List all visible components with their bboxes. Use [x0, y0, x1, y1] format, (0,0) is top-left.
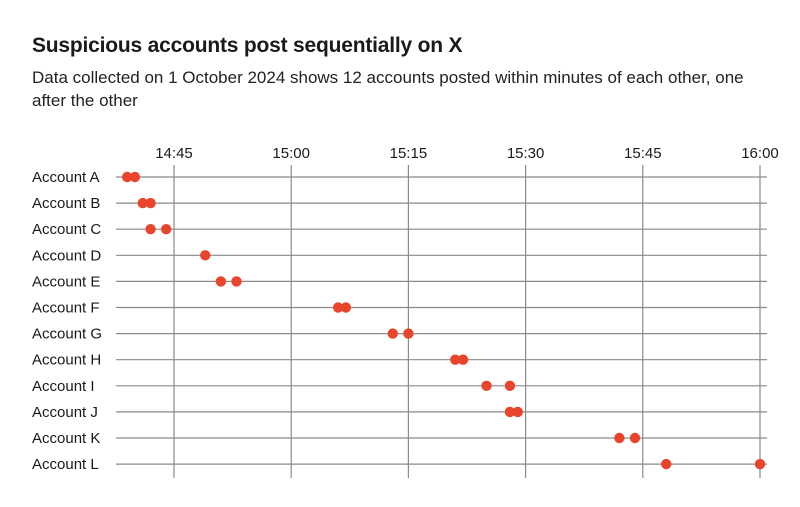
x-tick-label: 15:00 [272, 145, 310, 162]
row-label: Account K [32, 430, 100, 447]
data-point [200, 250, 211, 261]
data-point [215, 276, 227, 287]
x-axis-ticks: 14:45 15:00 15:15 15:30 15:45 16:00 [155, 145, 779, 162]
data-points [121, 171, 766, 470]
row-label: Account A [32, 169, 100, 186]
horizontal-gridlines [116, 176, 767, 465]
row-label: Account L [32, 456, 99, 473]
data-point [403, 328, 414, 339]
vertical-gridlines [173, 165, 761, 478]
data-point [481, 380, 492, 391]
row-label: Account H [32, 352, 101, 369]
data-point [387, 328, 398, 339]
data-point [512, 406, 523, 418]
data-point [504, 406, 516, 418]
data-point [231, 276, 242, 287]
row-label: Account F [32, 300, 100, 317]
row-label: Account J [32, 404, 98, 421]
row-label: Account E [32, 273, 100, 290]
data-point [457, 354, 469, 365]
x-tick-label: 15:45 [624, 145, 662, 162]
data-point [129, 171, 141, 183]
row-label: Account I [32, 378, 95, 395]
x-tick-label: 16:00 [741, 145, 779, 162]
data-point [137, 197, 148, 209]
x-tick-label: 15:15 [390, 145, 428, 162]
row-label: Account G [32, 326, 102, 343]
chart-title: Suspicious accounts post sequentially on… [32, 34, 463, 57]
data-point [332, 302, 344, 313]
chart-subtitle: Data collected on 1 October 2024 shows 1… [32, 68, 744, 110]
x-tick-label: 15:30 [507, 145, 545, 162]
data-point [661, 458, 672, 470]
data-point [504, 380, 516, 391]
row-label: Account D [32, 247, 101, 264]
row-label: Account B [32, 195, 100, 212]
data-point [145, 197, 156, 209]
data-point [754, 458, 766, 470]
x-tick-label: 14:45 [155, 145, 193, 162]
data-point [121, 171, 133, 183]
row-labels: Account A Account B Account C Account D Acco… [32, 169, 102, 473]
data-point [629, 432, 641, 444]
data-point [340, 302, 352, 313]
data-point [450, 354, 461, 365]
data-point [145, 224, 156, 235]
data-point [160, 224, 172, 235]
data-point [614, 432, 625, 444]
row-label: Account C [32, 221, 101, 238]
